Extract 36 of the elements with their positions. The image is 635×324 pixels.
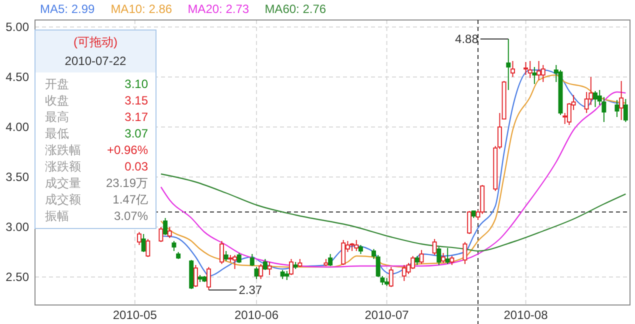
annotation: 收盘 [45,94,69,108]
x-tick-label: 2010-06 [234,308,279,322]
y-tick-label: 3.00 [6,220,30,234]
text: MA20: 2.73 [188,2,250,16]
annotation: 3.07% [114,209,148,223]
annotation: 3.10 [124,77,148,91]
y-tick-label: 4.50 [6,70,30,84]
y-tick-label: 2.50 [6,270,30,284]
text: MA60: 2.76 [264,2,326,16]
annotation: 最高 [45,110,69,124]
annotation: 0.03 [124,160,148,174]
x-tick-label: 2010-07 [364,308,410,322]
annotation: +0.96% [106,143,148,157]
annotation: 4.88 [455,32,479,46]
annotation: 2.37 [238,283,262,298]
annotation: (可拖动) [74,35,118,49]
annotation: 成交额 [45,192,81,206]
annotation: 成交量 [45,176,81,190]
annotation: 3.15 [124,94,148,108]
text: MA10: 2.86 [110,2,172,16]
annotation: 振幅 [45,209,69,223]
x-tick-label: 2010-05 [112,308,158,322]
text: MA5: 2.99 [40,2,96,16]
y-tick-label: 5.00 [6,20,30,34]
y-tick-label: 3.50 [6,170,30,184]
x-tick-label: 2010-08 [504,308,548,322]
annotation: 最低 [45,126,69,140]
annotation: 涨跌额 [45,160,81,174]
annotation: 1.47亿 [112,192,148,206]
annotation: 3.07 [124,126,148,140]
annotation: 涨跌幅 [45,143,81,157]
annotation: 2010-07-22 [64,54,127,68]
annotation: 开盘 [45,77,69,91]
annotation: 3.17 [124,110,148,124]
y-tick-label: 4.00 [6,120,30,134]
annotation: 23.19万 [106,176,148,190]
